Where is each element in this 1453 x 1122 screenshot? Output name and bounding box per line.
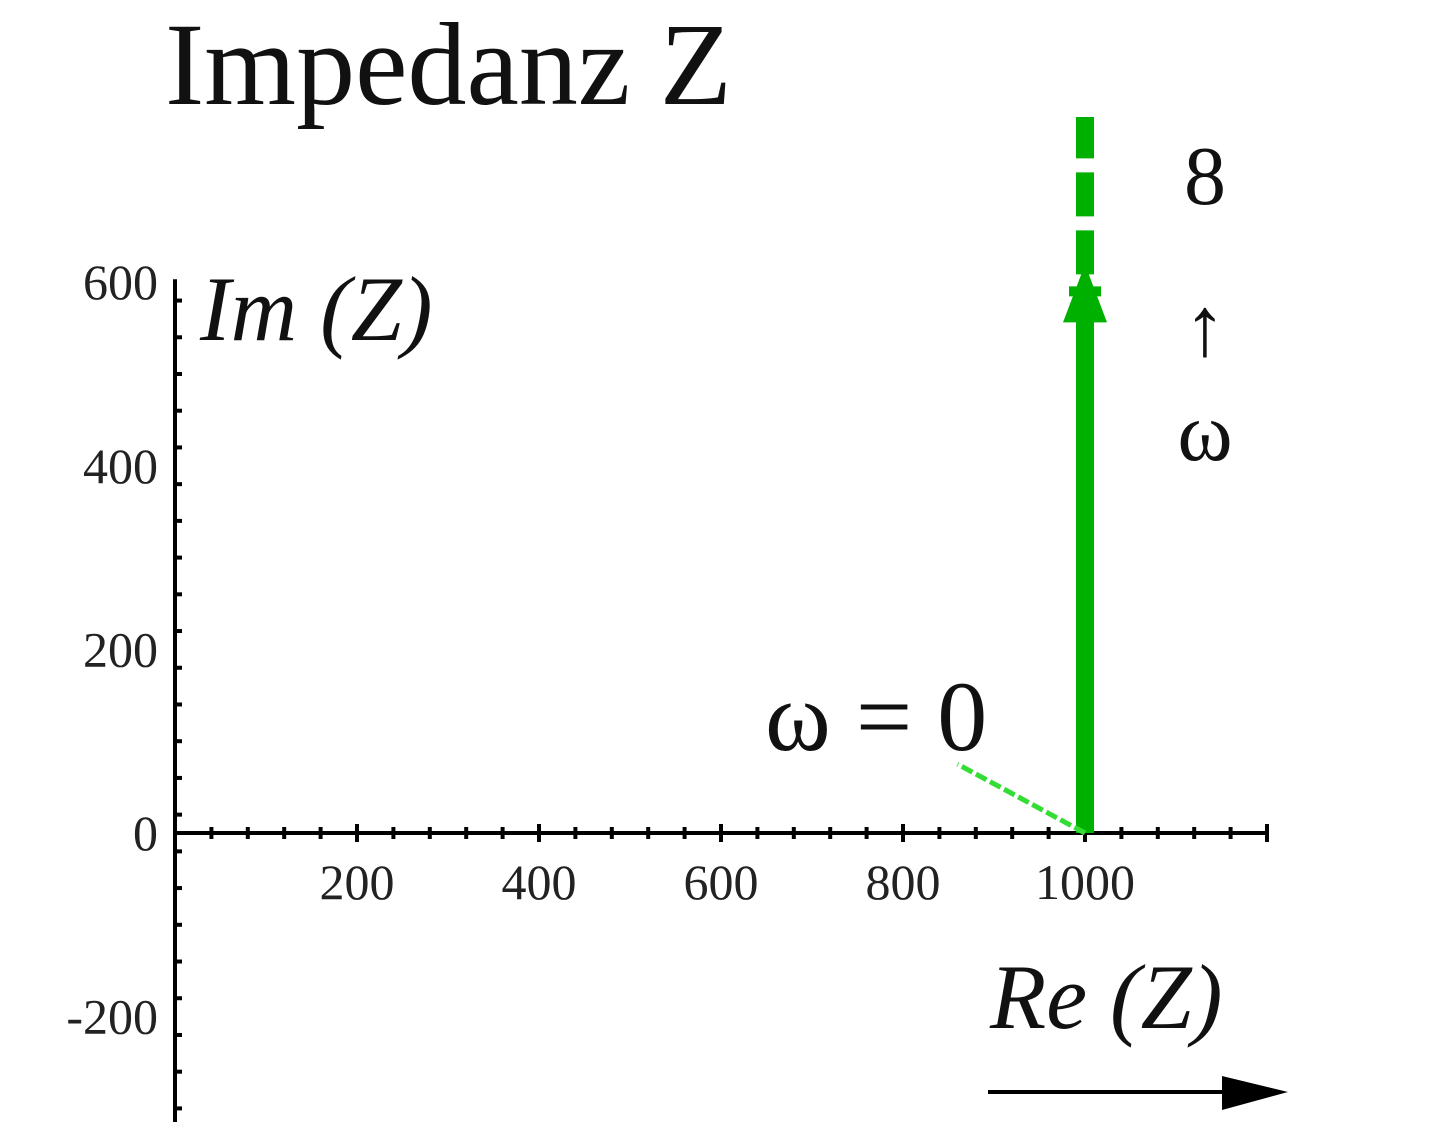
x-axis-direction-arrow [988, 1076, 1288, 1110]
x-axis-title: Re (Z) [989, 946, 1222, 1048]
axes: 200 400 600 800 1000 -200 0 200 400 600 [66, 254, 1269, 1122]
chart-title: Impedanz Z [165, 0, 732, 130]
series-layer [956, 116, 1107, 836]
x-tick-label: 200 [320, 854, 395, 910]
x-tick-label: 400 [502, 854, 577, 910]
y-tick-label: 0 [133, 805, 158, 861]
omega-infinity-symbol: 8 [1184, 130, 1226, 223]
omega-infinity-omega: ω [1177, 386, 1232, 479]
x-tick-label: 800 [866, 854, 941, 910]
y-axis-title: Im (Z) [199, 258, 433, 360]
omega-infinity-arrow: ↑ [1184, 281, 1226, 374]
x-direction-arrowhead [1222, 1076, 1288, 1110]
y-tick-label: 400 [83, 438, 158, 494]
y-tick-label: -200 [66, 989, 158, 1045]
omega-zero-label: ω = 0 [765, 661, 987, 772]
y-tick-label: 200 [83, 621, 158, 677]
low-frequency-segment [956, 761, 1087, 836]
x-tick-label: 600 [684, 854, 759, 910]
x-tick-label: 1000 [1035, 854, 1135, 910]
y-tick-label: 600 [83, 254, 158, 310]
